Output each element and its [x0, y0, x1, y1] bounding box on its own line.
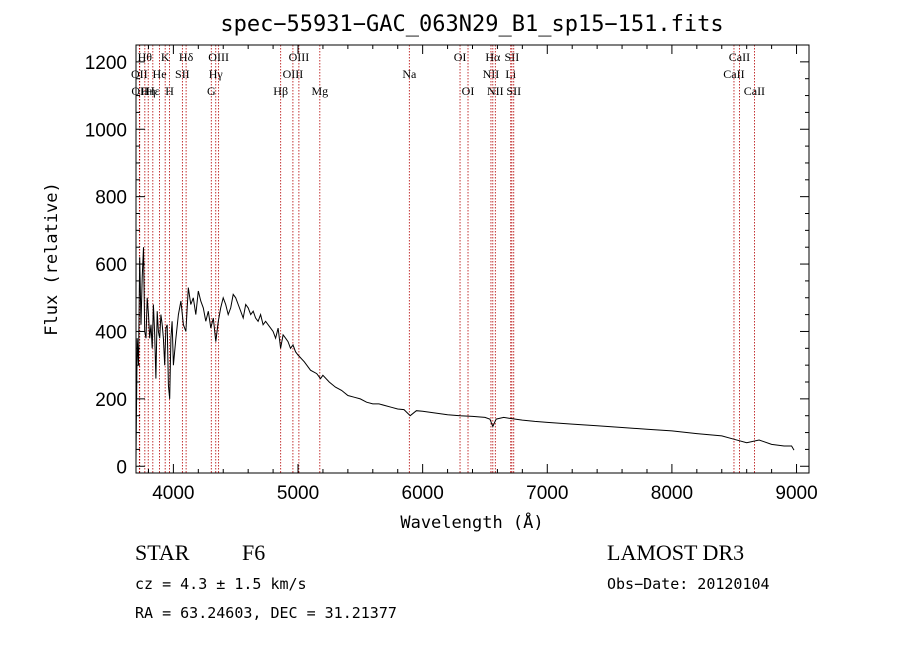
y-tick-label: 1200 [85, 53, 127, 74]
line-marker-label: NII [483, 67, 500, 81]
coordinates: RA = 63.24603, DEC = 31.21377 [135, 604, 397, 622]
x-tick-label: 4000 [152, 483, 194, 504]
line-marker-label: Li [505, 67, 516, 81]
x-tick-label: 8000 [651, 483, 693, 504]
object-class: STAR [135, 540, 190, 565]
chart-title: spec−55931−GAC_063N29_B1_sp15−151.fits [220, 12, 723, 37]
x-tick-label: 7000 [526, 483, 568, 504]
line-marker-label: SII [505, 50, 520, 64]
line-marker-label: Hα [485, 50, 501, 64]
spectrum-line [135, 247, 795, 460]
y-tick-label: 0 [116, 457, 127, 478]
line-marker-label: OI [454, 50, 467, 64]
line-marker-label: He [153, 67, 167, 81]
plot-frame [135, 44, 810, 474]
line-marker-label: CaII [723, 67, 744, 81]
y-tick-label: 1000 [85, 120, 127, 141]
x-axis-label: Wavelength (Å) [400, 511, 543, 533]
y-tick-label: 600 [95, 255, 127, 276]
line-marker-label: K [161, 50, 170, 64]
line-marker-label: Hη [141, 84, 156, 98]
y-axis-label: Flux (relative) [42, 182, 62, 336]
x-tick-label: 5000 [277, 483, 319, 504]
line-marker-label: Hδ [179, 50, 194, 64]
line-marker-label: SII [175, 67, 190, 81]
line-marker-label: Hγ [209, 67, 224, 81]
line-marker-label: H [165, 84, 174, 98]
line-marker-label: NII [487, 84, 504, 98]
line-marker-label: OII [131, 67, 148, 81]
survey-name: LAMOST DR3 [607, 540, 744, 565]
line-marker-label: Hβ [273, 84, 288, 98]
line-marker-label: OIII [208, 50, 229, 64]
x-tick-label: 6000 [402, 483, 444, 504]
line-marker-label: Mg [311, 84, 328, 98]
line-marker-label: CaII [744, 84, 765, 98]
line-marker-label: CaII [729, 50, 750, 64]
line-marker-label: Hθ [138, 50, 153, 64]
line-marker-label: G [207, 84, 216, 98]
line-marker-label: Hε [146, 84, 160, 98]
redshift-velocity: cz = 4.3 ± 1.5 km/s [135, 575, 307, 593]
emission-line-markers: OIIOIIHθHηHεHeKHSIIHδGHγOIIIHβOIIIOIIIMg… [131, 45, 765, 473]
line-marker-label: OI [462, 84, 475, 98]
line-marker-label: SII [506, 84, 521, 98]
x-tick-label: 9000 [775, 483, 817, 504]
y-tick-label: 200 [95, 390, 127, 411]
y-tick-label: 400 [95, 322, 127, 343]
observation-date: Obs−Date: 20120104 [607, 575, 770, 593]
axis-ticks: 4000 5000 6000 7000 8000 9000 0 200 400 600 800 100… [85, 45, 818, 504]
y-tick-label: 800 [95, 188, 127, 209]
line-marker-label: OIII [283, 67, 304, 81]
line-marker-label: Na [402, 67, 417, 81]
object-subclass: F6 [242, 540, 265, 565]
line-marker-label: OIII [289, 50, 310, 64]
